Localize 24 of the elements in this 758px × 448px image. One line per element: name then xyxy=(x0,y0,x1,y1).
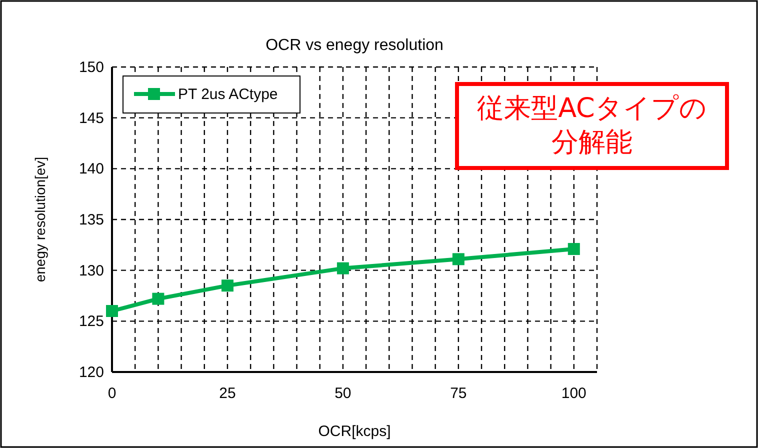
point xyxy=(452,253,464,266)
x-axis-title: OCR[kcps] xyxy=(318,423,391,440)
chart-title: OCR vs enegy resolution xyxy=(266,37,444,54)
y-tick-label: 135 xyxy=(78,212,104,228)
x-tick-label: 50 xyxy=(334,385,352,402)
point xyxy=(221,280,234,292)
point xyxy=(152,292,164,305)
point xyxy=(568,242,580,255)
y-tick-label: 140 xyxy=(78,160,104,178)
x-tick-label: 25 xyxy=(219,385,236,402)
point xyxy=(106,305,118,317)
y-tick-label: 150 xyxy=(78,59,104,76)
point xyxy=(336,262,349,274)
x-tick-label: 100 xyxy=(561,385,586,402)
y-tick-label: 125 xyxy=(78,313,104,330)
x-tick-label: 75 xyxy=(450,385,467,402)
legend: PT 2us ACtype xyxy=(122,76,300,114)
y-axis-title: enegy resolution[ev] xyxy=(32,156,48,282)
y-tick-label: 145 xyxy=(78,110,104,127)
y-tick-label: 130 xyxy=(78,262,104,280)
annotation: 従来型ACタイプの分解能 xyxy=(455,82,729,170)
x-tick-label: 0 xyxy=(108,385,116,402)
legend-label: PT 2us ACtype xyxy=(178,86,278,103)
y-tick-label: 120 xyxy=(78,364,104,381)
